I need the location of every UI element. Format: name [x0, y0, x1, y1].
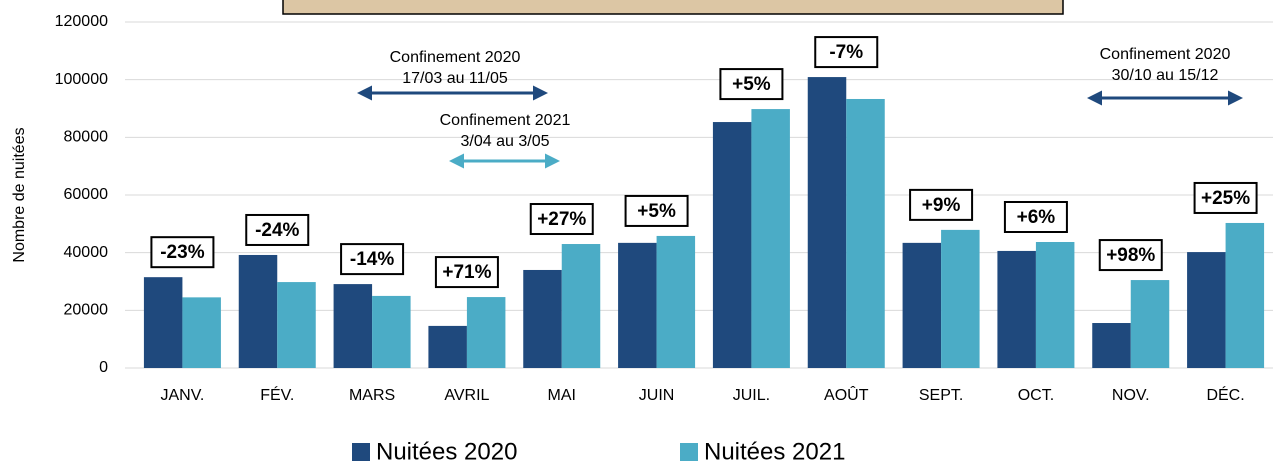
- bar: [1225, 222, 1265, 368]
- annotation-text: 3/04 au 3/05: [461, 133, 550, 150]
- x-tick-label: DÉC.: [1206, 385, 1244, 404]
- bar: [751, 109, 790, 369]
- bar: [561, 244, 601, 368]
- change-label: +6%: [1017, 207, 1056, 228]
- y-tick-label: 60000: [64, 186, 109, 203]
- legend-swatch: [352, 443, 370, 461]
- change-box: [1193, 181, 1258, 214]
- change-box: [434, 256, 499, 289]
- x-tick-label: JUIL.: [733, 387, 770, 404]
- header-box: [282, 0, 1064, 15]
- change-box: [245, 213, 310, 246]
- bar: [1130, 280, 1170, 368]
- bar: [428, 325, 467, 368]
- x-tick-label: OCT.: [1018, 387, 1054, 404]
- x-tick-label: AVRIL: [444, 387, 489, 404]
- x-tick-label: SEPT.: [919, 387, 963, 404]
- bar: [712, 122, 752, 368]
- bar: [372, 295, 411, 368]
- change-label: -14%: [350, 249, 394, 270]
- change-box: [814, 36, 879, 69]
- annotation-text: 17/03 au 11/05: [402, 70, 508, 87]
- change-box: [150, 236, 215, 269]
- x-tick-label: NOV.: [1112, 387, 1150, 404]
- x-tick-label: JUIN: [639, 387, 675, 404]
- y-tick-label: 120000: [55, 13, 108, 30]
- change-label: -23%: [160, 242, 204, 263]
- change-label: -7%: [829, 42, 863, 63]
- bar: [523, 269, 562, 368]
- bar: [1187, 252, 1226, 368]
- legend-label: Nuitées 2020: [376, 438, 517, 465]
- bar: [656, 235, 696, 368]
- bar: [902, 242, 942, 368]
- change-label: -24%: [255, 220, 299, 241]
- y-tick-label: 20000: [64, 302, 109, 319]
- change-box: [1098, 239, 1163, 272]
- change-label: +25%: [1201, 188, 1250, 209]
- bar: [466, 297, 506, 368]
- bar: [277, 282, 316, 368]
- x-tick-label: AOÛT: [824, 385, 869, 404]
- change-box: [529, 203, 594, 236]
- bar: [333, 284, 373, 368]
- bar: [1092, 323, 1131, 368]
- change-box: [909, 188, 974, 221]
- bar: [807, 77, 847, 369]
- legend-label: Nuitées 2021: [704, 438, 845, 465]
- change-box: [340, 243, 405, 276]
- bar: [618, 242, 657, 368]
- y-tick-label: 0: [99, 359, 108, 376]
- x-tick-label: MARS: [349, 387, 395, 404]
- change-label: +9%: [922, 195, 961, 216]
- change-label: +71%: [442, 262, 491, 283]
- bar: [941, 229, 980, 368]
- bar: [238, 254, 278, 368]
- annotation-text: Confinement 2021: [440, 112, 571, 129]
- change-box: [1003, 200, 1068, 233]
- change-label: +27%: [537, 209, 586, 230]
- change-label: +5%: [732, 74, 771, 95]
- y-tick-label: 100000: [55, 71, 108, 88]
- x-tick-label: MAI: [548, 387, 576, 404]
- change-label: +5%: [637, 201, 676, 222]
- annotation-text: Confinement 2020: [390, 49, 521, 66]
- legend-swatch: [680, 443, 698, 461]
- bar: [1035, 241, 1075, 368]
- y-axis-label: Nombre de nuitées: [11, 127, 28, 262]
- change-box: [719, 68, 784, 101]
- bar: [997, 250, 1036, 368]
- change-label: +98%: [1106, 245, 1155, 266]
- bar: [143, 277, 183, 368]
- annotation-text: Confinement 2020: [1100, 46, 1231, 63]
- y-tick-label: 40000: [64, 244, 109, 261]
- annotation-text: 30/10 au 15/12: [1112, 67, 1219, 84]
- bar: [182, 297, 221, 368]
- bar: [846, 98, 885, 369]
- x-tick-label: FÉV.: [260, 385, 294, 404]
- y-tick-label: 80000: [64, 129, 109, 146]
- change-box: [624, 194, 689, 227]
- x-tick-label: JANV.: [160, 387, 204, 404]
